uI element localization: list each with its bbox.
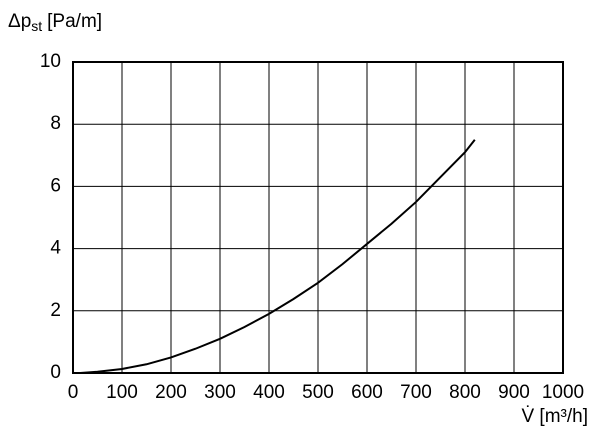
y-tick-label: 10 <box>40 51 61 72</box>
x-tick-label: 800 <box>449 382 481 403</box>
x-tick-label: 700 <box>400 382 432 403</box>
y-label-main: Δp <box>8 11 31 32</box>
x-tick-label: 900 <box>498 382 530 403</box>
y-label-unit: [Pa/m] <box>47 11 102 32</box>
x-tick-label: 100 <box>106 382 138 403</box>
x-tick-label: 400 <box>253 382 285 403</box>
y-tick-label: 6 <box>50 175 61 196</box>
y-tick-label: 2 <box>50 300 61 321</box>
x-axis-label: V̇ [m³/h] <box>521 406 588 427</box>
y-tick-label: 4 <box>50 238 61 259</box>
x-tick-label: 500 <box>302 382 334 403</box>
x-tick-label: 0 <box>68 382 79 403</box>
x-tick-label: 1000 <box>542 382 584 403</box>
data-line <box>80 139 476 374</box>
y-axis-label: Δpst [Pa/m] <box>8 11 102 34</box>
y-tick-label: 8 <box>50 113 61 134</box>
y-tick-label: 0 <box>50 362 61 383</box>
y-label-sub: st <box>31 18 42 34</box>
plot-frame <box>72 61 564 374</box>
x-tick-label: 300 <box>204 382 236 403</box>
x-tick-label: 200 <box>155 382 187 403</box>
x-tick-label: 600 <box>351 382 383 403</box>
